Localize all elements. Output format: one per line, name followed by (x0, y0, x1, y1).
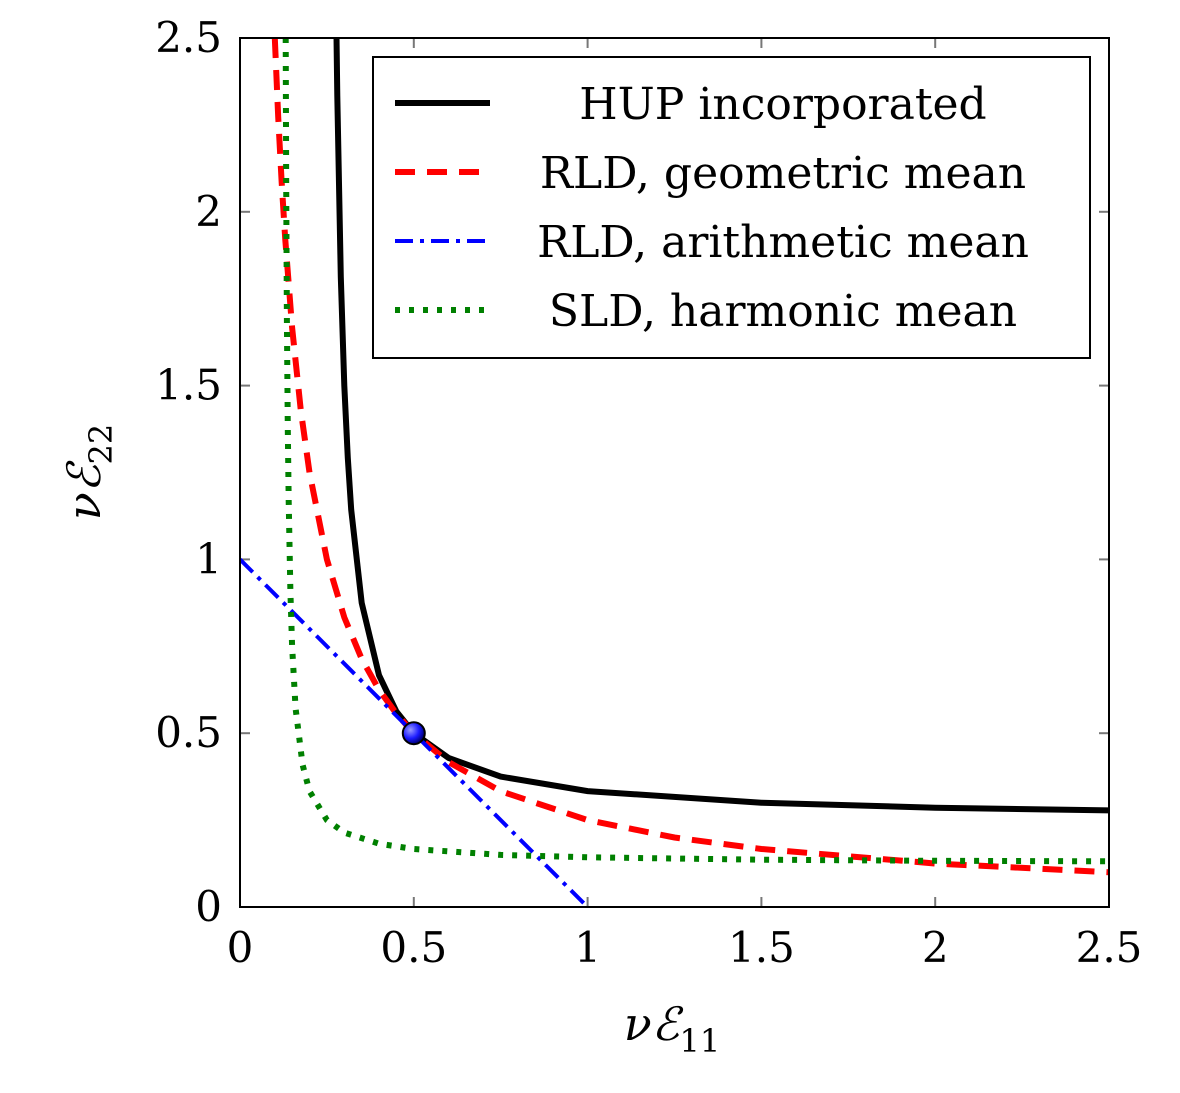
series-line-0 (333, 38, 1109, 814)
legend-label: SLD, harmonic mean (549, 286, 1017, 337)
legend: HUP incorporated RLD, geometric mean RLD, … (372, 56, 1091, 359)
point-marker (401, 721, 426, 746)
legend-label: RLD, arithmetic mean (537, 217, 1029, 268)
y-tick-label: 1 (195, 534, 222, 583)
y-tick-label: 0 (195, 882, 222, 931)
y-tick-label: 1.5 (155, 361, 222, 410)
series-line-1 (271, 38, 1109, 876)
legend-label: HUP incorporated (579, 79, 986, 130)
legend-box (372, 56, 1091, 359)
x-tick-label: 1 (574, 923, 601, 972)
y-tick-label: 0.5 (155, 708, 222, 757)
x-tick-label: 1.5 (728, 923, 795, 972)
y-tick-label: 2 (195, 187, 222, 236)
x-tick-label: 0 (227, 923, 254, 972)
x-tick-label: 0.5 (380, 923, 447, 972)
series-line-2 (240, 557, 590, 907)
legend-label: RLD, geometric mean (540, 148, 1026, 199)
y-tick-label: 2.5 (155, 13, 222, 62)
x-tick-label: 2 (922, 923, 949, 972)
y-axis-label: νℰ22 (57, 424, 120, 521)
x-tick-label: 2.5 (1076, 923, 1143, 972)
plot-frame (239, 37, 1110, 908)
x-axis-label: νℰ11 (624, 997, 721, 1060)
